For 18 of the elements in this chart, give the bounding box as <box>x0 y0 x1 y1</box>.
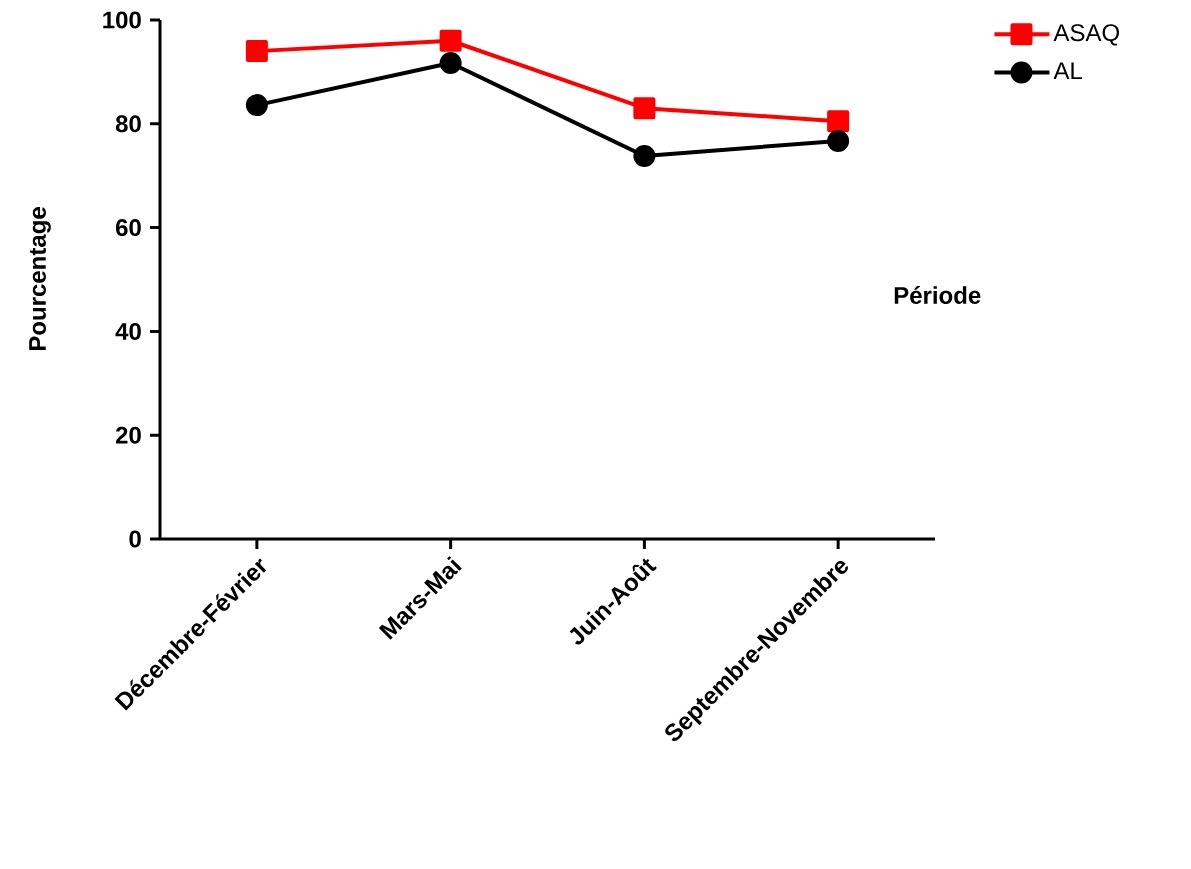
point <box>245 40 268 63</box>
point <box>245 94 268 117</box>
legend-label: ASAQ <box>1053 24 1119 46</box>
x-axis-title: Période <box>894 286 981 304</box>
legend-label: AL <box>1053 62 1082 80</box>
point <box>633 97 656 120</box>
y-tick-label: 0 <box>129 530 141 548</box>
y-tick-label: 80 <box>115 115 141 133</box>
y-tick-label: 40 <box>115 322 141 340</box>
point <box>633 144 656 167</box>
point <box>827 129 850 152</box>
y-axis-title: Pourcentage <box>29 207 51 351</box>
point <box>827 110 850 133</box>
point <box>439 29 462 52</box>
y-tick-label: 20 <box>115 426 141 444</box>
point <box>439 52 462 75</box>
y-tick-label: 100 <box>103 11 141 29</box>
y-tick-label: 60 <box>115 219 141 237</box>
